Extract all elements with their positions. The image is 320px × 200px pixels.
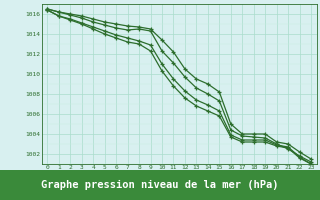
Text: Graphe pression niveau de la mer (hPa): Graphe pression niveau de la mer (hPa): [41, 180, 279, 190]
